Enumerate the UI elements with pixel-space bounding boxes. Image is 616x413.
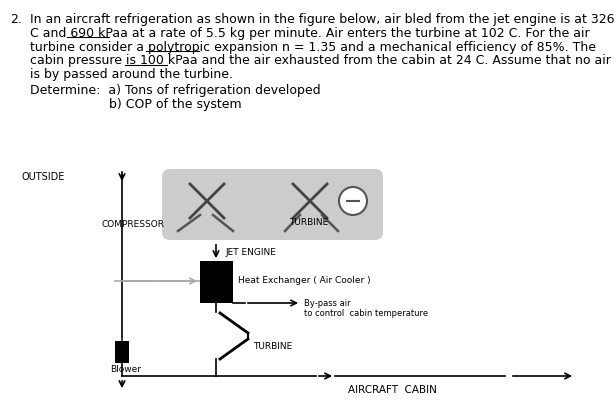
Text: By-pass air: By-pass air bbox=[304, 298, 351, 307]
Text: 2.: 2. bbox=[10, 13, 22, 26]
Text: In an aircraft refrigeration as shown in the figure below, air bled from the jet: In an aircraft refrigeration as shown in… bbox=[30, 13, 615, 26]
Text: Heat Exchanger ( Air Cooler ): Heat Exchanger ( Air Cooler ) bbox=[238, 275, 371, 284]
Bar bbox=[115, 341, 129, 363]
Text: TURBINE: TURBINE bbox=[253, 341, 292, 350]
Text: Determine:  a) Tons of refrigeration developed: Determine: a) Tons of refrigeration deve… bbox=[30, 84, 320, 97]
Text: TURBINE: TURBINE bbox=[289, 218, 328, 226]
FancyBboxPatch shape bbox=[162, 170, 383, 240]
Text: C and 690 kPaa at a rate of 5.5 kg per minute. Air enters the turbine at 102 C. : C and 690 kPaa at a rate of 5.5 kg per m… bbox=[30, 27, 590, 40]
Text: cabin pressure is 100 kPaa and the air exhausted from the cabin at 24 C. Assume : cabin pressure is 100 kPaa and the air e… bbox=[30, 54, 611, 67]
Text: COMPRESSOR: COMPRESSOR bbox=[102, 219, 165, 228]
Bar bbox=[200, 261, 233, 303]
Text: b) COP of the system: b) COP of the system bbox=[109, 97, 241, 111]
Circle shape bbox=[339, 188, 367, 216]
Text: Blower: Blower bbox=[110, 364, 141, 373]
Text: AIRCRAFT  CABIN: AIRCRAFT CABIN bbox=[348, 384, 437, 394]
Text: JET ENGINE: JET ENGINE bbox=[225, 247, 276, 256]
Text: to control  cabin temperature: to control cabin temperature bbox=[304, 308, 428, 317]
Text: is by passed around the turbine.: is by passed around the turbine. bbox=[30, 68, 233, 81]
Text: turbine consider a polytropic expansion n = 1.35 and a mechanical efficiency of : turbine consider a polytropic expansion … bbox=[30, 40, 596, 53]
Text: OUTSIDE: OUTSIDE bbox=[22, 171, 65, 182]
